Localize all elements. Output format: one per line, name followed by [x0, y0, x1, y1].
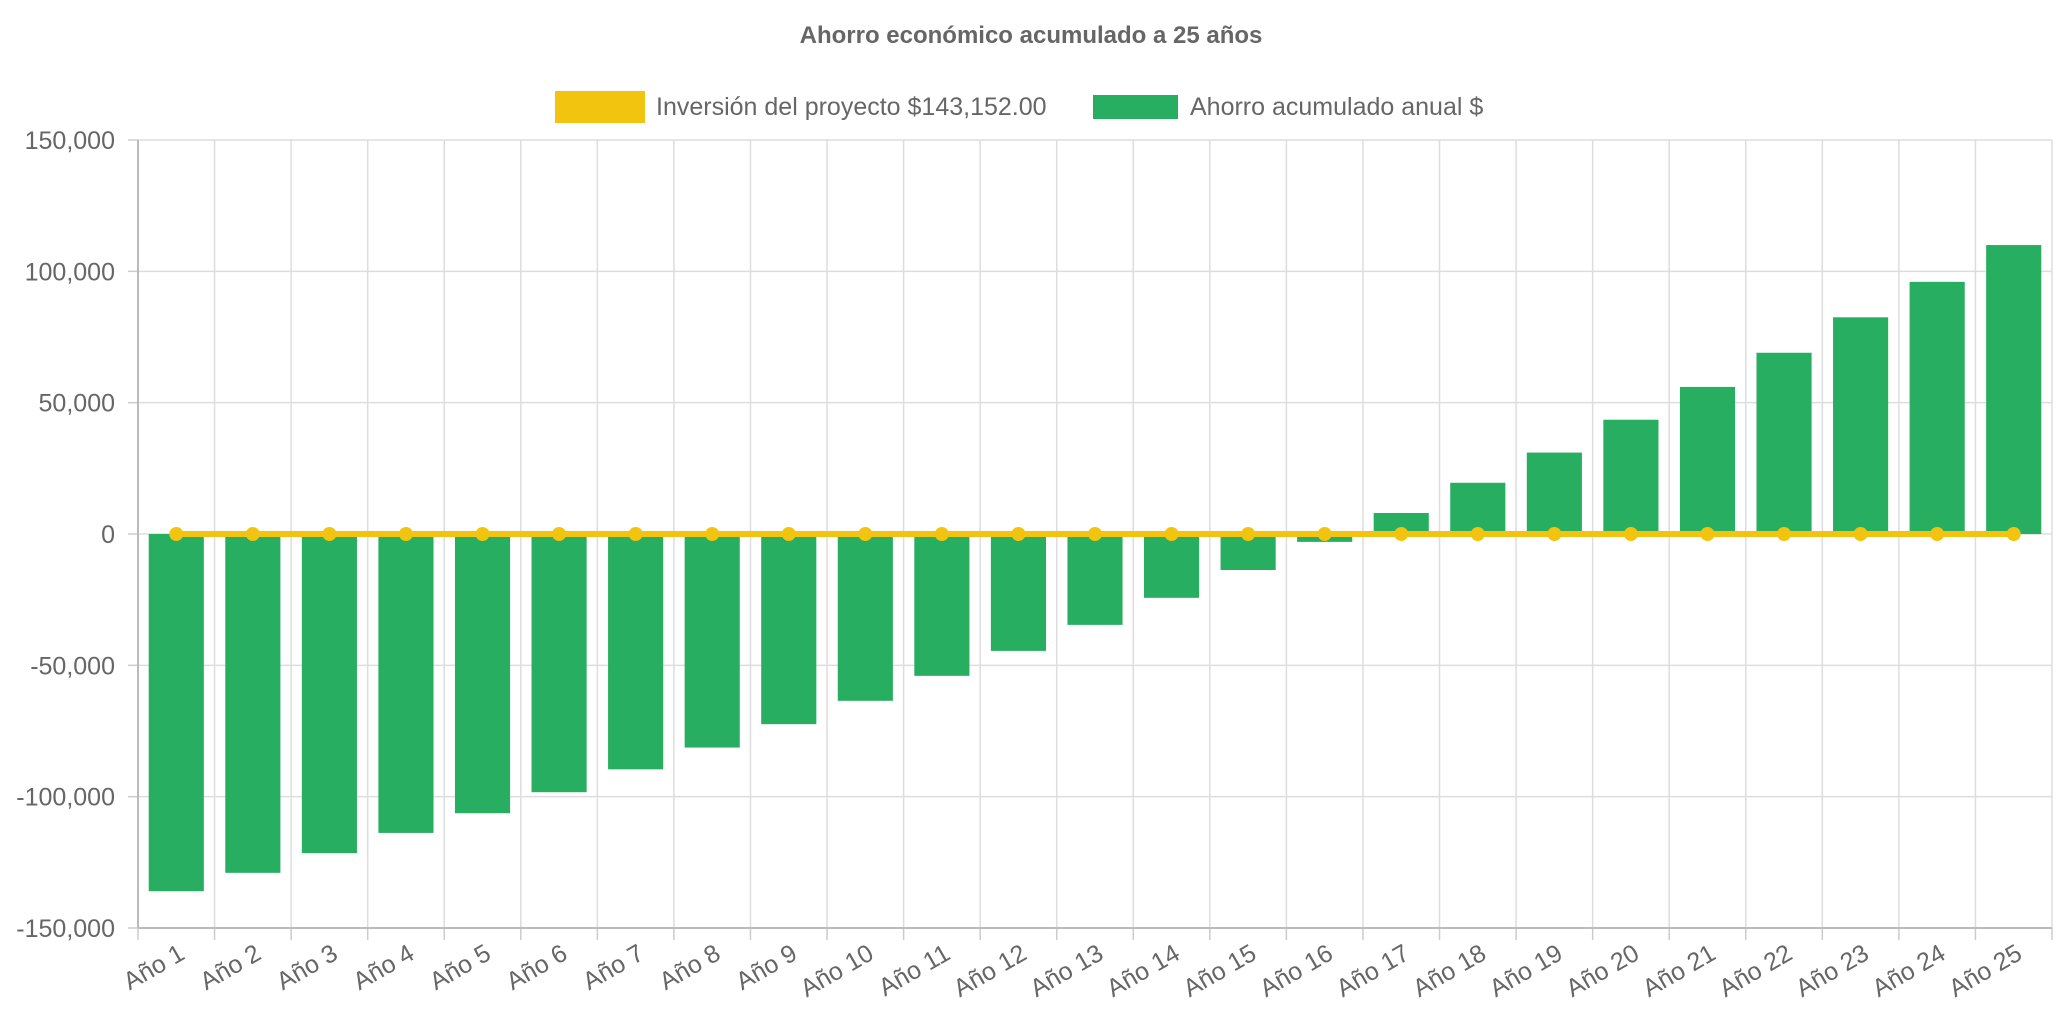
bar: [378, 534, 434, 833]
bar-series: [148, 245, 2042, 892]
bar: [1756, 352, 1812, 534]
x-tick-label: Año 8: [655, 939, 726, 996]
line-point: [1700, 527, 1715, 541]
y-tick-label: -100,000: [16, 784, 115, 812]
legend-swatch-investment: [555, 91, 645, 123]
line-point: [398, 527, 413, 541]
legend-swatch-savings: [1093, 95, 1178, 119]
x-tick-label: Año 21: [1638, 939, 1721, 1003]
line-point: [475, 527, 490, 541]
line-series: [169, 527, 2021, 541]
bar: [684, 534, 740, 748]
x-tick-label: Año 23: [1791, 939, 1874, 1003]
line-point: [1777, 527, 1792, 541]
x-tick-label: Año 5: [425, 939, 496, 996]
line-point: [245, 527, 260, 541]
line-point: [628, 527, 643, 541]
line-point: [781, 527, 796, 541]
x-tick-label: Año 18: [1408, 939, 1491, 1003]
x-tick-label: Año 11: [874, 939, 955, 1002]
line-point: [1241, 527, 1256, 541]
x-tick-label: Año 6: [501, 939, 572, 996]
y-tick-label: 150,000: [25, 127, 115, 155]
bar: [301, 534, 357, 854]
bar: [1373, 512, 1429, 534]
x-tick-label: Año 1: [119, 939, 190, 996]
x-tick-label: Año 17: [1332, 939, 1415, 1003]
line-point: [1470, 527, 1485, 541]
line-point: [322, 527, 337, 541]
y-axis: 150,000 100,000 50,000 0 -50,000 -100,000 -150…: [16, 127, 139, 943]
bar: [1526, 452, 1582, 534]
line-point: [1088, 527, 1102, 541]
x-tick-label: Año 20: [1561, 939, 1644, 1003]
line-point: [1011, 527, 1026, 541]
line-point: [169, 527, 184, 541]
bar: [148, 534, 204, 892]
bar: [608, 534, 664, 770]
bar: [837, 534, 893, 701]
bar: [1833, 317, 1889, 534]
x-tick-label: Año 13: [1025, 939, 1108, 1003]
x-tick-label: Año 22: [1714, 939, 1797, 1003]
legend-label-investment: Inversión del proyecto $143,152.00: [656, 93, 1047, 121]
line-point: [858, 527, 873, 541]
bar: [1067, 534, 1123, 625]
line-point: [1623, 527, 1638, 541]
bar: [1909, 281, 1965, 534]
chart-title: Ahorro económico acumulado a 25 años: [800, 22, 1263, 49]
x-tick-label: Año 4: [348, 939, 419, 996]
chart-legend: Inversión del proyecto $143,152.00 Ahorr…: [555, 91, 1483, 123]
line-point: [1853, 527, 1868, 541]
legend-label-savings: Ahorro acumulado anual $: [1190, 93, 1483, 121]
x-tick-label: Año 3: [272, 939, 343, 996]
bar: [990, 534, 1047, 651]
x-tick-label: Año 15: [1178, 939, 1261, 1003]
y-tick-label: 100,000: [25, 258, 115, 286]
y-tick-label: 0: [101, 521, 115, 549]
x-tick-label: Año 10: [796, 939, 879, 1003]
bar: [761, 534, 817, 725]
line-point: [934, 527, 949, 541]
x-tick-label: Año 14: [1102, 939, 1185, 1003]
x-tick-label: Año 16: [1255, 939, 1338, 1003]
x-tick-label: Año 25: [1944, 939, 2027, 1003]
line-point: [1930, 527, 1945, 541]
line-point: [1547, 527, 1562, 541]
y-tick-label: 50,000: [39, 390, 115, 418]
y-tick-label: -150,000: [16, 915, 115, 943]
bar: [225, 534, 281, 873]
line-point: [552, 527, 567, 541]
bar: [914, 534, 970, 676]
line-point: [1317, 527, 1332, 541]
line-point: [705, 527, 720, 541]
bar: [1450, 482, 1506, 534]
line-point: [1394, 527, 1409, 541]
x-tick-label: Año 2: [195, 939, 266, 996]
x-tick-label: Año 7: [578, 939, 649, 996]
bar: [1143, 534, 1200, 598]
line-point: [2006, 527, 2021, 541]
x-tick-label: Año 19: [1485, 939, 1568, 1003]
bar: [531, 534, 587, 793]
x-axis: Año 1 Año 2 Año 3 Año 4 Año 5 Año 6 Año 7 Año 8…: [119, 927, 2053, 1003]
bar: [1603, 419, 1659, 534]
bar: [454, 534, 511, 814]
line-point: [1164, 527, 1179, 541]
x-tick-label: Año 24: [1868, 939, 1951, 1003]
bar: [1986, 245, 2042, 535]
x-tick-label: Año 9: [731, 939, 802, 996]
y-tick-label: -50,000: [30, 652, 115, 680]
bar: [1679, 386, 1736, 534]
x-tick-label: Año 12: [949, 939, 1032, 1003]
